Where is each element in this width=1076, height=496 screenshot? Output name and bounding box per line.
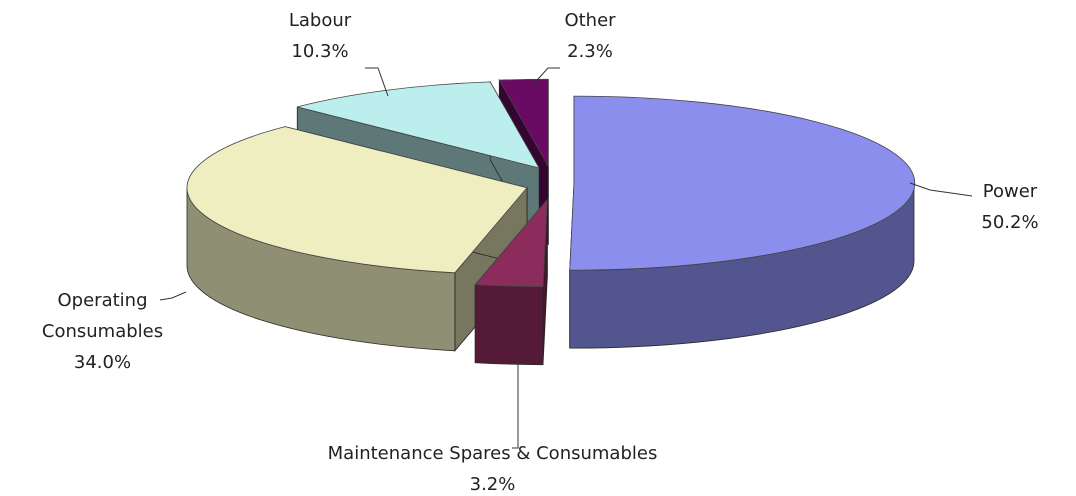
slice-outer-wall <box>474 284 544 366</box>
slice-label: Maintenance Spares & Consumables 3.2% <box>270 438 715 496</box>
slice-label: Power 50.2% <box>955 176 1065 238</box>
slice <box>569 95 916 271</box>
slice-name: Power <box>982 181 1038 202</box>
leader-line <box>909 182 973 197</box>
slice-value: 3.2% <box>469 474 516 495</box>
slice-name: Labour <box>288 10 352 31</box>
leader-line <box>512 358 519 449</box>
slice-name: Maintenance Spares & Consumables <box>327 443 658 464</box>
slice <box>474 198 548 288</box>
leader-line <box>159 291 187 301</box>
slice-label: Other 2.3% <box>535 5 645 67</box>
slice-value: 50.2% <box>981 212 1039 233</box>
slice <box>186 126 528 274</box>
slice-value: 2.3% <box>567 41 613 62</box>
leader-line <box>365 67 389 97</box>
slice-value: 34.0% <box>73 352 132 373</box>
slice-name: Operating Consumables <box>41 290 164 342</box>
slice <box>498 78 549 168</box>
leader-line <box>529 67 560 89</box>
slice-label: Operating Consumables 34.0% <box>15 285 190 378</box>
slice-value: 10.3% <box>291 41 349 62</box>
slice-name: Other <box>564 10 616 31</box>
slice-label: Labour 10.3% <box>265 5 375 67</box>
